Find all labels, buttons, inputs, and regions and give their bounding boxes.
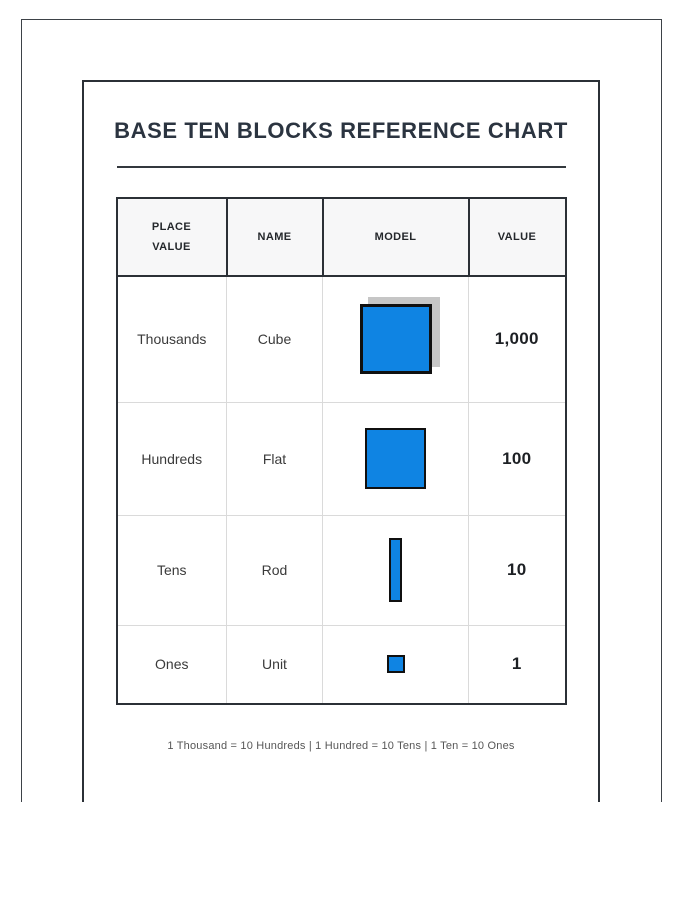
rod-block-icon <box>389 538 402 602</box>
cell-model <box>322 275 469 403</box>
table-row-ones: Ones Unit 1 <box>116 624 566 705</box>
cell-value: 10 <box>468 514 566 626</box>
page-frame: BASE TEN BLOCKS REFERENCE CHART PLACE VA… <box>21 19 662 802</box>
worksheet-card: BASE TEN BLOCKS REFERENCE CHART PLACE VA… <box>82 80 600 802</box>
title-divider <box>116 166 566 168</box>
cell-name: Unit <box>226 624 323 705</box>
cell-name: Rod <box>226 514 323 626</box>
cell-value: 100 <box>468 401 566 516</box>
cell-place-value: Tens <box>116 514 227 626</box>
table-row-tens: Tens Rod 10 <box>116 514 566 626</box>
footer-note: 1 Thousand = 10 Hundreds | 1 Hundred = 1… <box>167 740 515 752</box>
page-title: BASE TEN BLOCKS REFERENCE CHART <box>114 118 568 143</box>
cell-place-value: Ones <box>116 624 227 705</box>
cube-block-icon <box>359 304 432 375</box>
header-model: MODEL <box>321 197 470 277</box>
cell-model <box>322 624 469 705</box>
cell-model <box>322 401 469 516</box>
header-name: NAME <box>225 197 324 277</box>
cell-model <box>322 514 469 626</box>
cell-name: Flat <box>226 401 323 516</box>
flat-block-icon <box>365 428 426 489</box>
reference-table: PLACE VALUE NAME MODEL VALUE Thousands C… <box>115 197 567 705</box>
header-place-value: PLACE VALUE <box>115 197 228 277</box>
cell-place-value: Hundreds <box>116 401 227 516</box>
unit-block-icon <box>386 655 405 674</box>
cell-name: Cube <box>226 275 323 403</box>
cell-value: 1,000 <box>468 275 566 403</box>
header-value: VALUE <box>467 197 567 277</box>
table-row-thousands: Thousands Cube 1,000 <box>116 275 566 403</box>
table-header-row: PLACE VALUE NAME MODEL VALUE <box>115 197 567 277</box>
cell-place-value: Thousands <box>116 275 227 403</box>
table-row-hundreds: Hundreds Flat 100 <box>116 401 566 516</box>
cell-value: 1 <box>468 624 566 705</box>
